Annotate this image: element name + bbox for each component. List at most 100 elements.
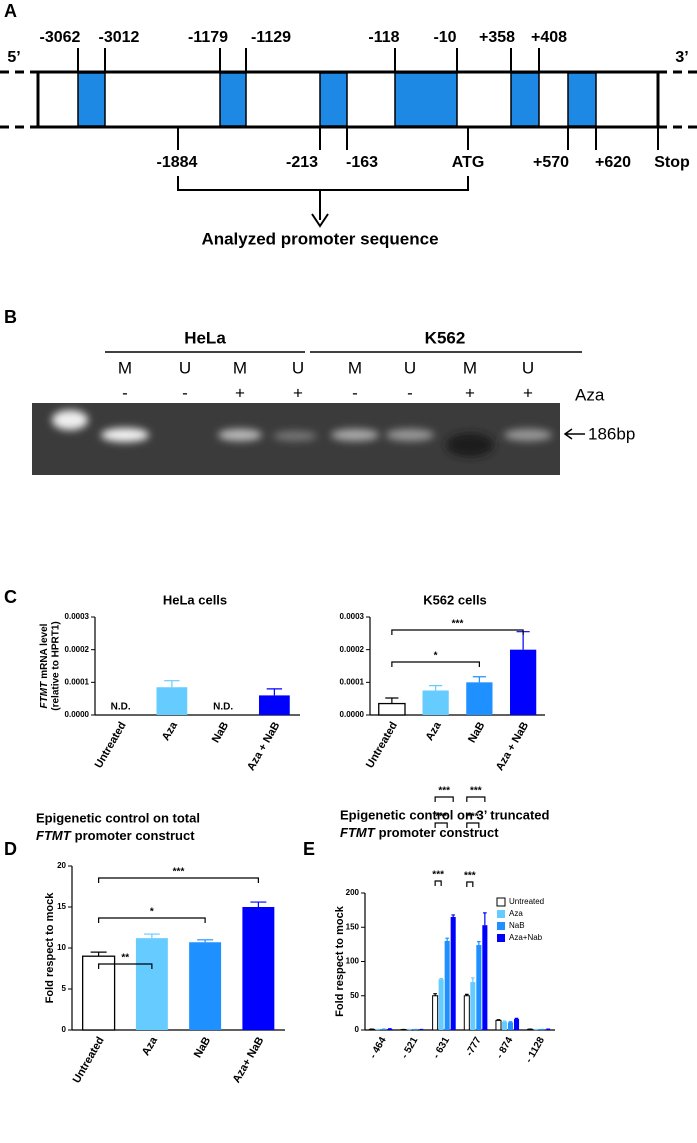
y-tick-label: 100 [346,957,360,966]
value-label: N.D. [213,702,233,713]
panel-label: B [4,307,17,327]
y-tick-label: 50 [350,991,359,1000]
error-bar [477,942,481,945]
lane-label: M [118,358,132,377]
position-label: -10 [433,29,456,46]
lane-label: U [522,358,534,377]
y-axis-label: FTMT mRNA level [39,623,50,708]
x-tick-label: Untreated [71,1035,107,1085]
x-tick-label: Aza [160,719,181,743]
bar [508,1022,513,1030]
significance-bracket [99,918,206,923]
value-label: N.D. [111,702,131,713]
lane-label: U [179,358,191,377]
strand-end: 3’ [675,49,688,66]
position-label: -118 [368,29,399,46]
significance-bracket [467,882,473,887]
y-tick-label: 150 [346,922,360,931]
bar [423,691,449,716]
y-tick-label: 200 [346,888,360,897]
significance-bracket [467,797,485,802]
bar [464,996,469,1030]
position-label: ATG [452,154,485,171]
significance-bracket [392,630,523,635]
x-tick-label: - 464 [368,1035,389,1061]
y-tick-label: 10 [57,943,66,952]
bar [157,687,188,715]
chart-title: HeLa cells [163,592,227,607]
y-axis-label: Fold respect to mock [44,892,56,1004]
bar [445,941,450,1030]
bar [496,1020,501,1030]
error-bar [515,1018,519,1019]
error-bar [385,698,398,704]
significance-bracket [435,797,453,802]
error-bar [451,915,455,917]
legend-label: NaB [509,921,525,930]
significance-label: *** [435,812,447,823]
significance-label: *** [452,619,464,630]
bar [136,938,168,1030]
chart-title: Epigenetic control on total [36,810,200,825]
panel-label: A [4,1,17,21]
significance-label: *** [470,786,482,797]
legend-swatch [497,910,505,918]
error-bar [429,686,442,691]
legend-label: Aza [509,909,523,918]
subtitle-gene: FTMT [340,825,376,840]
lane-label: M [233,358,247,377]
x-tick-label: NaB [466,720,487,745]
position-label: Stop [654,154,690,171]
treatment: + [523,383,533,402]
panel-label: E [303,839,315,859]
error-bar [445,938,449,941]
y-axis-gene: FTMT [39,681,50,709]
bar [381,1029,386,1030]
position-label: -3012 [99,29,140,46]
bar [451,917,456,1030]
significance-label: * [150,907,154,918]
subtitle-text: promoter construct [379,825,500,840]
error-bar [164,681,179,688]
bar [439,979,444,1030]
bar [189,942,221,1030]
bar [502,1022,507,1030]
error-bar [509,1022,513,1023]
y-tick-label: 0.0002 [340,645,365,654]
bar [259,695,290,715]
bar [514,1019,519,1030]
x-tick-label: - 1128 [524,1035,548,1065]
legend-label: Untreated [509,897,544,906]
cell-line: HeLa [184,328,226,347]
error-bar [144,934,160,938]
bar [528,1029,533,1030]
panel-label: D [4,839,17,859]
subtitle-gene: FTMT [36,828,72,843]
significance-label: ** [121,953,129,964]
position-label: +358 [479,29,515,46]
y-tick-label: 0.0003 [340,612,365,621]
significance-bracket [392,662,480,667]
y-axis-label: (relative to HPRT1) [51,621,62,710]
bar [387,1029,392,1030]
treatment: - [182,383,188,402]
cell-line: K562 [425,328,466,347]
significance-label: *** [467,812,479,823]
y-tick-label: 5 [62,984,67,993]
x-tick-label: Untreated [364,720,400,770]
x-tick-label: NaB [210,720,231,745]
y-tick-label: 0.0001 [340,677,365,686]
significance-label: *** [464,871,476,882]
x-tick-label: - 631 [431,1035,452,1061]
bar [433,996,438,1030]
legend-swatch [497,898,505,906]
subtitle-text: promoter construct [75,828,196,843]
y-axis-text: mRNA level [39,623,50,678]
error-bar [473,677,486,683]
x-tick-label: Aza [424,719,445,743]
lane-label: M [463,358,477,377]
y-tick-label: 15 [57,902,66,911]
y-tick-label: 0.0001 [65,677,90,686]
